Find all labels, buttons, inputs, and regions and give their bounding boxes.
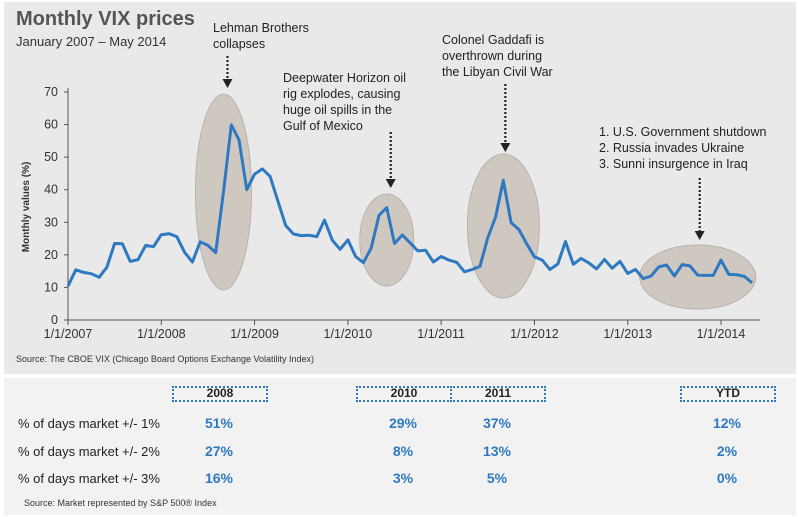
row-label-1pct: % of days market +/- 1% — [18, 416, 160, 431]
column-header-2011: 2011 — [450, 386, 546, 402]
cell-2010-3pct: 3% — [392, 470, 414, 486]
annotation-arrowhead — [500, 143, 511, 152]
volatility-table: 2008 2010 2011 YTD % of days market +/- … — [4, 378, 796, 515]
y-tick-label: 50 — [44, 150, 58, 164]
cell-2010-1pct: 29% — [388, 415, 418, 431]
cell-2008-3pct: 16% — [204, 470, 234, 486]
annotation-text: Colonel Gaddafi is — [442, 33, 544, 47]
cell-2008-2pct: 27% — [204, 443, 234, 459]
x-tick-label: 1/1/2014 — [697, 327, 746, 341]
column-header-2008: 2008 — [172, 386, 268, 402]
chart-subtitle: January 2007 – May 2014 — [16, 34, 167, 49]
annotation-text: Gulf of Mexico — [283, 119, 363, 133]
y-tick-label: 70 — [44, 85, 58, 99]
annotation-arrowhead — [385, 179, 396, 188]
annotation-text: 3. Sunni insurgence in Iraq — [599, 157, 748, 171]
vix-line-chart: 0 10 20 30 40 50 60 70 1/1/2007 1/1/2008 1/1/2009 1… — [21, 21, 766, 341]
y-tick-label: 60 — [44, 118, 58, 132]
column-header-2010: 2010 — [356, 386, 452, 402]
x-tick-label: 1/1/2011 — [417, 327, 465, 341]
annotation-text: Lehman Brothers — [213, 21, 309, 35]
annotation-text: huge oil spills in the — [283, 103, 392, 117]
cell-2011-1pct: 37% — [482, 415, 512, 431]
annotation-arrowhead — [222, 79, 233, 88]
annotation-text: rig explodes, causing — [283, 87, 400, 101]
y-tick-label: 20 — [44, 248, 58, 262]
cell-2011-3pct: 5% — [486, 470, 508, 486]
y-axis-label: Monthly values (%) — [21, 162, 32, 253]
y-tick-label: 10 — [44, 280, 58, 294]
annotation-text: collapses — [213, 37, 265, 51]
x-tick-label: 1/1/2007 — [44, 327, 93, 341]
event-highlight-ellipse — [359, 193, 415, 287]
annotation-arrowhead — [694, 231, 705, 240]
cell-2011-2pct: 13% — [482, 443, 512, 459]
x-tick-label: 1/1/2012 — [510, 327, 559, 341]
x-tick-label: 1/1/2013 — [603, 327, 652, 341]
cell-2010-2pct: 8% — [392, 443, 414, 459]
row-label-2pct: % of days market +/- 2% — [18, 444, 160, 459]
x-tick-label: 1/1/2010 — [324, 327, 373, 341]
x-tick-label: 1/1/2009 — [230, 327, 279, 341]
column-header-ytd: YTD — [680, 386, 776, 402]
y-tick-label: 30 — [44, 215, 58, 229]
event-highlight-ellipse — [639, 244, 757, 310]
annotation-text: 2. Russia invades Ukraine — [599, 141, 744, 155]
annotation-text: 1. U.S. Government shutdown — [599, 125, 766, 139]
cell-ytd-3pct: 0% — [716, 470, 738, 486]
annotation-text: the Libyan Civil War — [442, 65, 553, 79]
vix-series-line — [66, 123, 754, 287]
annotation-text: Deepwater Horizon oil — [283, 71, 406, 85]
x-tick-label: 1/1/2008 — [137, 327, 186, 341]
annotation-text: overthrown during — [442, 49, 542, 63]
cell-2008-1pct: 51% — [204, 415, 234, 431]
chart-source: Source: The CBOE VIX (Chicago Board Opti… — [16, 354, 314, 364]
y-tick-label: 0 — [51, 313, 58, 327]
table-source: Source: Market represented by S&P 500® I… — [24, 498, 217, 508]
chart-panel: 0 10 20 30 40 50 60 70 1/1/2007 1/1/2008 1/1/2009 1… — [4, 2, 796, 374]
cell-ytd-1pct: 12% — [712, 415, 742, 431]
row-label-3pct: % of days market +/- 3% — [18, 471, 160, 486]
event-highlight-ellipse — [466, 153, 540, 299]
chart-title: Monthly VIX prices — [16, 8, 195, 30]
y-tick-label: 40 — [44, 183, 58, 197]
cell-ytd-2pct: 2% — [716, 443, 738, 459]
